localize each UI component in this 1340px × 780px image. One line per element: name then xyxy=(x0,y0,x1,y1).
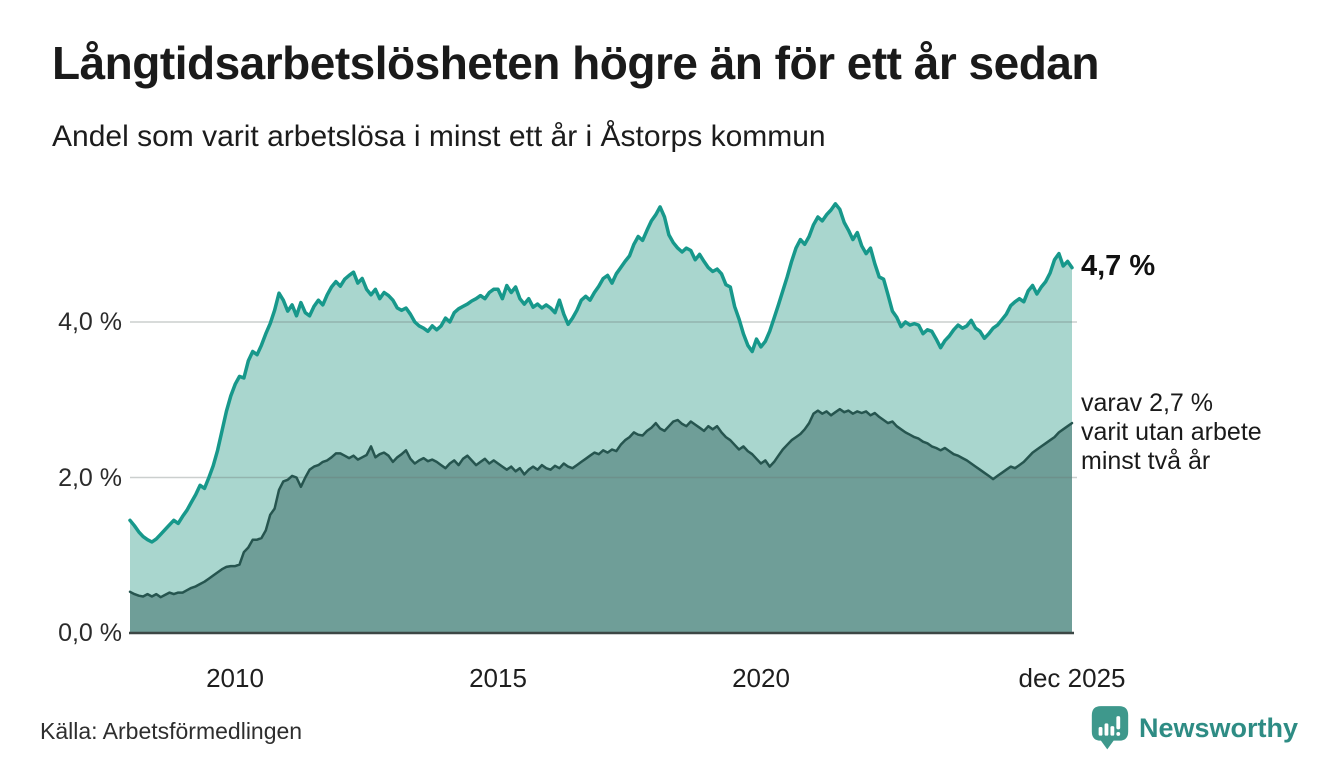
x-axis-label: 2020 xyxy=(732,663,790,693)
secondary-value-label: varav 2,7 % varit utan arbete minst två … xyxy=(1081,389,1262,476)
series-fill-1 xyxy=(130,409,1072,633)
x-axis-label: 2010 xyxy=(206,663,264,693)
latest-value-label: 4,7 % xyxy=(1081,250,1156,282)
page-title: Långtidsarbetslösheten högre än för ett … xyxy=(52,37,1099,89)
y-axis-label: 4,0 % xyxy=(58,308,122,336)
secondary-value-line: varav 2,7 % xyxy=(1081,389,1214,417)
page-subtitle: Andel som varit arbetslösa i minst ett å… xyxy=(52,120,826,153)
secondary-value-line: varit utan arbete xyxy=(1081,418,1262,446)
newsworthy-logo: Newsworthy xyxy=(1090,704,1298,751)
secondary-value-line: minst två år xyxy=(1081,447,1211,475)
series-line-0 xyxy=(128,202,1074,544)
brand-wordmark: Newsworthy xyxy=(1138,712,1298,743)
series-line-1 xyxy=(128,407,1074,599)
source-credit: Källa: Arbetsförmedlingen xyxy=(40,718,303,744)
y-axis-label: 2,0 % xyxy=(58,464,122,492)
x-axis-label: 2015 xyxy=(469,663,527,693)
y-axis-label: 0,0 % xyxy=(58,619,122,647)
area-chart xyxy=(128,202,1077,635)
x-axis-label: dec 2025 xyxy=(1018,663,1126,693)
newsworthy-bubble-icon xyxy=(1091,706,1129,750)
